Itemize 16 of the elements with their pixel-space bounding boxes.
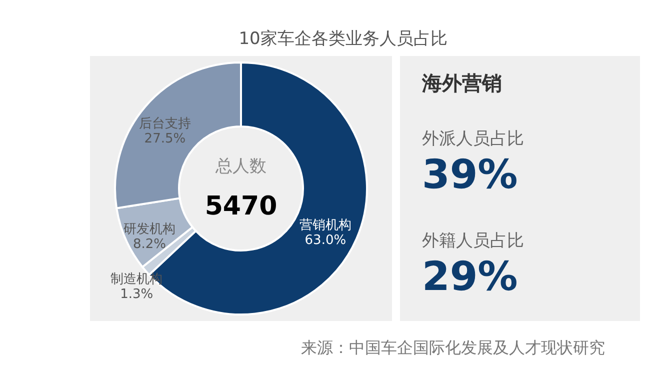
data-label: 27.5%: [144, 132, 186, 147]
text: 39%: [422, 152, 518, 198]
text: 29%: [422, 254, 518, 300]
text: 外派人员占比: [422, 129, 524, 149]
text: 总人数: [214, 156, 266, 176]
data-label: 1.3%: [120, 286, 154, 302]
source-note: 来源：中国车企国际化发展及人才现状研究: [301, 338, 605, 357]
text: 5470: [204, 192, 278, 222]
slice-label: 营销机构: [299, 218, 352, 234]
chart-title: 10家车企各类业务人员占比: [238, 29, 448, 49]
text: 外籍人员占比: [422, 231, 524, 251]
text: 海外营销: [421, 71, 502, 95]
slice-label: 研发机构: [123, 222, 176, 237]
data-label: 63.0%: [304, 233, 346, 248]
slice-label: 后台支持: [138, 116, 191, 132]
data-label: 8.2%: [132, 236, 166, 252]
